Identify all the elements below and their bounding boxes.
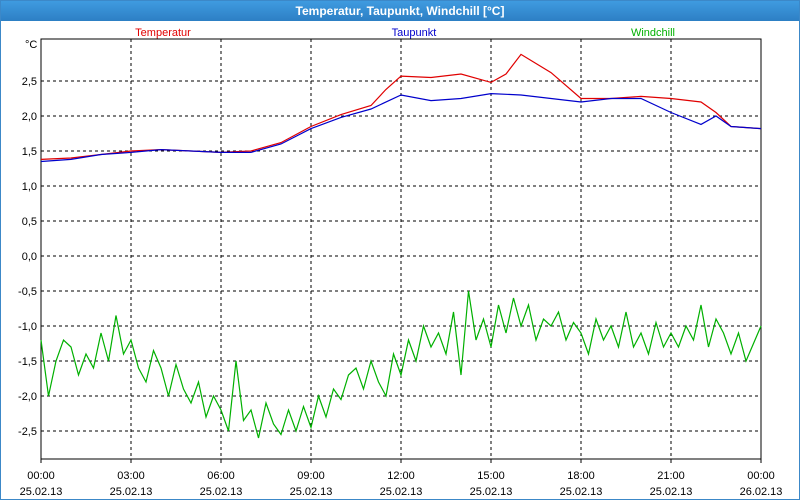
x-tick-label-date: 25.02.13 — [20, 486, 63, 498]
x-tick-label-time: 15:00 — [477, 470, 505, 482]
x-tick-label-time: 09:00 — [297, 470, 325, 482]
legend-entry-taupunkt: Taupunkt — [392, 27, 437, 39]
y-tick-label: -1,5 — [18, 356, 37, 368]
line-chart: 2,5 2,0 1,5 1,0 0,5 0,0 -0,5 -1,0 -1,5 -2,0 -2,5 °C… — [18, 27, 783, 498]
y-tick-label: 2,0 — [22, 111, 37, 123]
y-tick-label: -2,5 — [18, 426, 37, 438]
x-tick-label-time: 06:00 — [207, 470, 235, 482]
y-tick-label: -2,0 — [18, 391, 37, 403]
x-tick-label-time: 00:00 — [27, 470, 55, 482]
x-tick-label-time: 18:00 — [567, 470, 595, 482]
x-tick-label-date: 25.02.13 — [470, 486, 513, 498]
y-axis-label: °C — [25, 39, 37, 51]
x-tick-label-time: 03:00 — [117, 470, 145, 482]
x-tick-label-date: 25.02.13 — [110, 486, 153, 498]
y-tick-label: 0,0 — [22, 251, 37, 263]
x-tick-label-date: 25.02.13 — [290, 486, 333, 498]
x-tick-label-date: 25.02.13 — [650, 486, 693, 498]
series-line-taupunkt — [40, 92, 762, 163]
y-tick-label: -1,0 — [18, 321, 37, 333]
legend-entry-windchill: Windchill — [631, 27, 675, 39]
x-tick-label-time: 12:00 — [387, 470, 415, 482]
y-tick-label: -0,5 — [18, 286, 37, 298]
window-title: Temperatur, Taupunkt, Windchill [°C] — [1, 1, 799, 21]
x-tick-label-date: 25.02.13 — [200, 486, 243, 498]
y-tick-label: 1,5 — [22, 146, 37, 158]
x-tick-label-date: 25.02.13 — [380, 486, 423, 498]
x-tick-label-time: 21:00 — [657, 470, 685, 482]
series-line-windchill — [40, 290, 762, 439]
y-tick-label: 1,0 — [22, 181, 37, 193]
x-tick-label-date: 26.02.13 — [740, 486, 783, 498]
x-tick-label-date: 25.02.13 — [560, 486, 603, 498]
legend-entry-temperatur: Temperatur — [135, 27, 191, 39]
y-tick-label: 2,5 — [22, 76, 37, 88]
y-tick-label: 0,5 — [22, 216, 37, 228]
x-tick-label-time: 00:00 — [747, 470, 775, 482]
